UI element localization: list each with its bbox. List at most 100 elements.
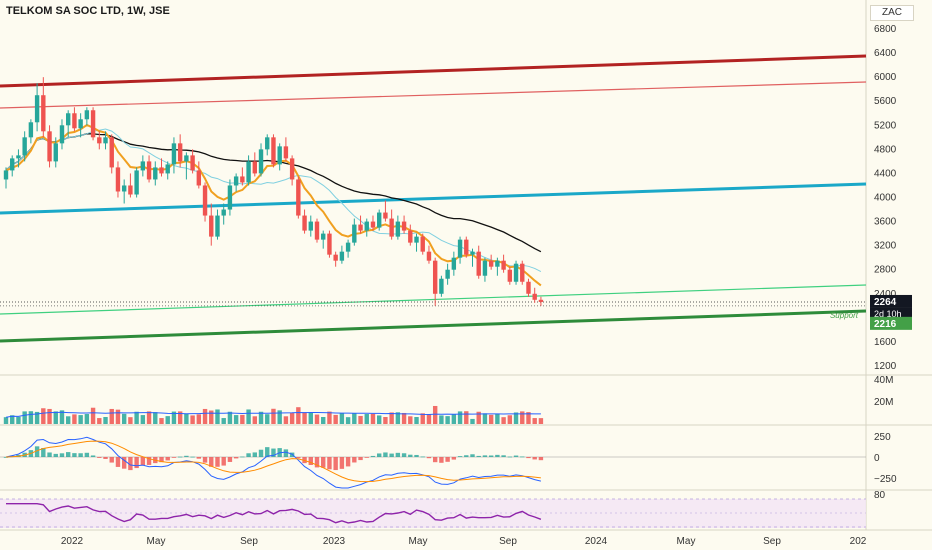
candle-body xyxy=(78,119,83,129)
currency-badge[interactable]: ZAC xyxy=(870,5,914,21)
candle-body xyxy=(495,260,500,267)
volume-bar xyxy=(414,417,419,424)
volume-bar xyxy=(296,407,301,424)
candle-body xyxy=(277,146,282,165)
candle-body xyxy=(258,149,264,174)
macd-histogram-bar xyxy=(370,455,376,457)
macd-histogram-bar xyxy=(426,457,432,459)
macd-histogram-bar xyxy=(520,456,525,458)
volume-bar xyxy=(121,413,127,424)
macd-histogram-bar xyxy=(215,457,220,467)
candle-body xyxy=(41,95,46,132)
volume-bar xyxy=(408,416,413,424)
macd-histogram-bar xyxy=(3,457,9,458)
macd-histogram-bar xyxy=(134,457,139,469)
macd-histogram-bar xyxy=(414,454,419,457)
volume-bar xyxy=(377,415,382,424)
volume-bar xyxy=(302,412,307,424)
volume-bar xyxy=(327,411,332,424)
volume-bar xyxy=(364,414,369,424)
macd-histogram-bar xyxy=(308,457,313,465)
volume-bar xyxy=(501,417,506,424)
macd-histogram-bar xyxy=(233,457,239,459)
volume-bar xyxy=(265,414,270,424)
time-tick-label: 202 xyxy=(850,536,867,547)
macd-tick-label: 250 xyxy=(874,432,891,443)
volume-bar xyxy=(159,418,164,424)
candle-body xyxy=(233,176,239,186)
macd-histogram-bar xyxy=(420,456,425,458)
macd-histogram-bar xyxy=(538,457,544,461)
volume-bar xyxy=(215,409,220,424)
price-tick-label: 6800 xyxy=(874,24,897,35)
volume-bar xyxy=(90,407,96,424)
time-tick-label: May xyxy=(147,536,166,547)
candle-body xyxy=(464,239,469,255)
volume-bar xyxy=(451,414,457,424)
volume-bar xyxy=(526,412,531,424)
channel-top-line xyxy=(0,54,867,88)
candle-body xyxy=(140,161,146,171)
candle-body xyxy=(345,242,351,252)
candle-body xyxy=(221,209,226,216)
volume-bar xyxy=(246,409,251,424)
macd-histogram-bar xyxy=(140,457,146,466)
candle-body xyxy=(426,251,432,261)
price-tick-label: 2400 xyxy=(874,289,897,300)
candle-body xyxy=(252,161,257,174)
macd-histogram-bar xyxy=(209,457,214,467)
volume-bar xyxy=(41,408,46,424)
macd-histogram-bar xyxy=(184,455,189,457)
macd-histogram-bar xyxy=(476,455,481,457)
volume-bar xyxy=(432,405,438,424)
macd-histogram-bar xyxy=(190,456,195,458)
macd-histogram-bar xyxy=(389,453,394,457)
price-tick-label: 4800 xyxy=(874,144,897,155)
macd-histogram-bar xyxy=(464,455,469,457)
volume-bar xyxy=(532,418,537,424)
price-tick-label: 3600 xyxy=(874,217,897,228)
macd-histogram-bar xyxy=(221,457,226,466)
volume-bar xyxy=(97,418,102,424)
candle-body xyxy=(103,137,108,144)
volume-bar xyxy=(3,417,9,424)
candle-body xyxy=(283,146,289,159)
volume-bar xyxy=(109,408,114,424)
candle-body xyxy=(532,293,537,300)
price-tick-label: 4000 xyxy=(874,193,897,204)
volume-bar xyxy=(47,408,52,424)
macd-histogram-bar xyxy=(171,457,177,458)
candle-body xyxy=(482,260,488,276)
candle-body xyxy=(432,260,438,294)
volume-bar xyxy=(153,412,158,424)
volume-bar xyxy=(196,414,202,424)
candle-body xyxy=(507,269,513,282)
macd-histogram-bar xyxy=(345,457,351,467)
price-tick-label: 5200 xyxy=(874,120,897,131)
candle-body xyxy=(153,167,158,180)
last-price-badge xyxy=(870,294,912,308)
channel-top-inner-line xyxy=(0,81,867,109)
price-tick-label: 5600 xyxy=(874,96,897,107)
candle-body xyxy=(53,143,58,162)
price-tick-label: 4400 xyxy=(874,168,897,179)
macd-histogram-bar xyxy=(408,454,413,457)
candle-body xyxy=(414,236,419,243)
volume-bar xyxy=(233,415,239,424)
volume-bar xyxy=(227,411,233,424)
volume-bar xyxy=(383,417,388,424)
macd-histogram-bar xyxy=(53,453,58,457)
macd-histogram-bar xyxy=(103,457,108,459)
macd-histogram-bar xyxy=(159,457,164,463)
macd-histogram-bar xyxy=(66,452,71,457)
volume-bar xyxy=(72,414,77,424)
candle-body xyxy=(408,230,413,243)
candle-body xyxy=(227,185,233,210)
candle-body xyxy=(339,251,345,261)
volume-bar xyxy=(177,411,183,424)
candle-body xyxy=(457,239,463,258)
macd-histogram-bar xyxy=(445,457,450,462)
candle-body xyxy=(240,176,245,183)
macd-histogram-bar xyxy=(97,457,102,458)
